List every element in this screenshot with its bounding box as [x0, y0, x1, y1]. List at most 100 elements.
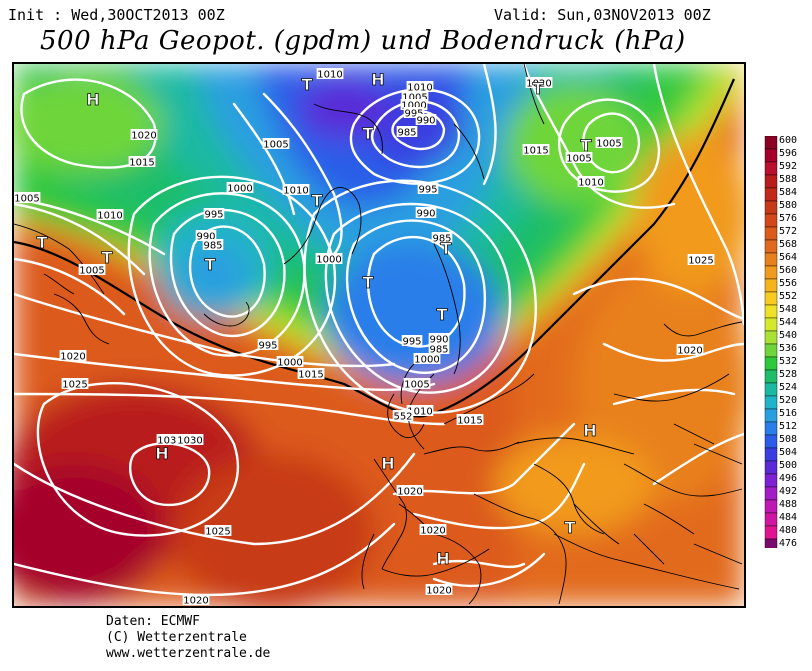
legend-level-label: 580	[779, 200, 798, 211]
isobar-label: 995	[404, 109, 423, 120]
isobar-label: 1025	[688, 256, 713, 267]
legend-level-label: 552	[779, 291, 798, 302]
isobar-label: 990	[416, 209, 435, 220]
isobar-label: 1020	[397, 487, 422, 498]
low-pressure-marker: T	[302, 75, 313, 94]
isobar-label: 1005	[566, 154, 591, 165]
map-canvas: 1010 1010 1005 1000 995 990 985 1020 1020 1015 100…	[14, 64, 744, 606]
isobar-label: 1015	[298, 370, 323, 381]
legend-swatch	[764, 434, 778, 449]
credit-data: Daten: ECMWF	[106, 614, 200, 629]
isobar-label: 1005	[404, 380, 429, 391]
isobar-label: 985	[203, 241, 222, 252]
legend-swatch	[764, 187, 778, 202]
isobar-label-bg	[202, 239, 224, 250]
isobar-label-bg	[276, 356, 304, 367]
isobar-label-bg	[226, 182, 254, 193]
isobar-label-bg	[417, 183, 439, 194]
weather-map: 1010 1010 1005 1000 995 990 985 1020 1020 1015 100…	[12, 62, 746, 608]
isobar-label: 1005	[79, 266, 104, 277]
isobar-label-bg	[257, 339, 279, 350]
coastlines	[14, 64, 743, 605]
isobar-label: 1005	[263, 140, 288, 151]
isobar-label: 1020	[677, 346, 702, 357]
isobar-label-bg	[96, 209, 124, 220]
isobar-label: 1020	[183, 596, 208, 607]
isobar-label: 995	[418, 185, 437, 196]
init-time: Init : Wed,30OCT2013 00Z	[8, 6, 225, 24]
isobar-label: 1005	[596, 139, 621, 150]
color-legend: 600 596 592 588 584 580 576 572 568 564 560 556 552 5…	[762, 136, 812, 556]
isobar-label: 1031	[157, 436, 182, 447]
isobar-label-bg	[396, 126, 418, 137]
legend-swatch	[764, 395, 778, 410]
isobar-label: 1000	[227, 184, 252, 195]
high-pressure-marker: H	[381, 454, 394, 473]
legend-swatch	[764, 278, 778, 293]
isobar-label-bg	[428, 333, 450, 344]
legend-level-label: 484	[779, 512, 798, 523]
isobar-label-bg	[401, 335, 423, 346]
isobar-label-bg	[156, 434, 184, 445]
isobar-label: 985	[429, 345, 448, 356]
low-pressure-marker: T	[437, 305, 448, 324]
legend-swatch	[764, 382, 778, 397]
legend-swatch	[764, 265, 778, 280]
legend-swatch	[764, 226, 778, 241]
legend-swatch	[764, 460, 778, 475]
chart-title: 500 hPa Geopot. (gpdm) und Bodendruck (h…	[40, 26, 686, 56]
isobar-label-bg	[61, 378, 89, 389]
isobar-label-bg	[403, 107, 425, 118]
legend-swatch	[764, 421, 778, 436]
isobar-label-bg	[262, 138, 290, 149]
isobar-label: 995	[204, 210, 223, 221]
legend-swatch	[764, 343, 778, 358]
low-pressure-marker: T	[533, 79, 544, 98]
isobar-label: 1010	[283, 186, 308, 197]
legend-swatch	[764, 239, 778, 254]
legend-level-label: 532	[779, 356, 798, 367]
isobar-label: 1020	[60, 352, 85, 363]
legend-swatch	[764, 148, 778, 163]
isobar-label: 1025	[62, 380, 87, 391]
isobar-label-bg	[316, 68, 344, 79]
legend-level-label: 536	[779, 343, 798, 354]
legend-colorbar	[764, 136, 778, 548]
legend-level-label: 496	[779, 473, 798, 484]
legend-swatch	[764, 136, 778, 150]
legend-swatch	[764, 447, 778, 462]
legend-swatch	[764, 174, 778, 189]
isobar-label: 1015	[457, 416, 482, 427]
legend-swatch	[764, 161, 778, 176]
legend-swatch	[764, 408, 778, 423]
legend-swatch	[764, 304, 778, 319]
isobar-label-bg	[396, 485, 424, 496]
legend-level-label: 500	[779, 460, 798, 471]
isobar-label-bg	[425, 584, 453, 595]
legend-level-label: 520	[779, 395, 798, 406]
isobar-label: 1000	[316, 255, 341, 266]
low-pressure-marker: T	[37, 233, 48, 252]
legend-swatch	[764, 369, 778, 384]
isobar-label: 1010	[407, 407, 432, 418]
isobar-label-bg	[406, 405, 434, 416]
isobar-label: 1000	[414, 355, 439, 366]
high-pressure-marker: H	[86, 90, 99, 109]
isobar-label: 1010	[407, 83, 432, 94]
isobar-label-bg	[406, 81, 434, 92]
legend-level-label: 556	[779, 278, 798, 289]
legend-level-label: 548	[779, 304, 798, 315]
isobar-label-bg	[130, 129, 158, 140]
legend-level-label: 512	[779, 421, 798, 432]
legend-level-label: 540	[779, 330, 798, 341]
isobar-label-bg	[14, 192, 41, 203]
legend-level-label: 528	[779, 369, 798, 380]
isobar-label-bg	[431, 232, 453, 243]
legend-level-label: 572	[779, 226, 798, 237]
credit-copyright: (C) Wetterzentrale	[106, 630, 247, 645]
legend-level-label: 564	[779, 252, 798, 263]
legend-swatch	[764, 291, 778, 306]
legend-swatch	[764, 252, 778, 267]
isobar-label-bg	[59, 350, 87, 361]
legend-level-label: 492	[779, 486, 798, 497]
